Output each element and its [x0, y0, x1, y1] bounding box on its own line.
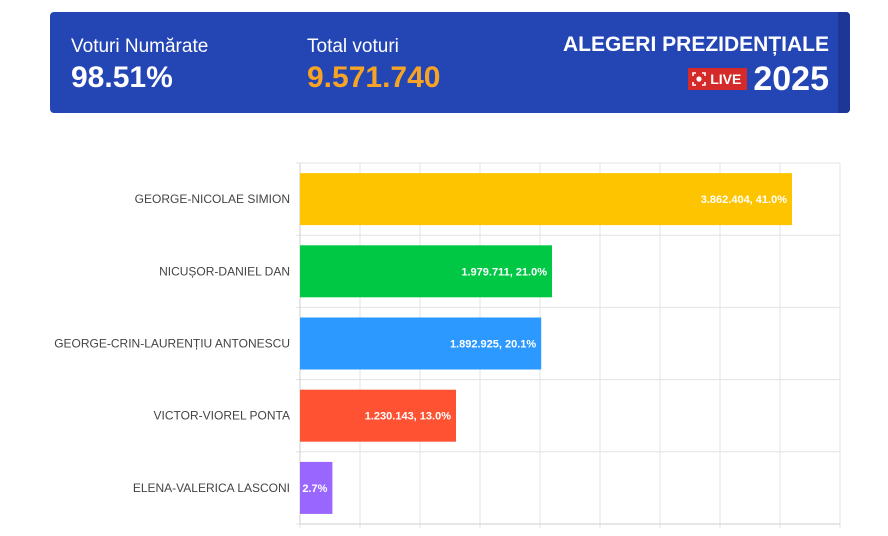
data-label: 1.979.711, 21.0% — [461, 266, 547, 278]
live-icon — [692, 72, 707, 86]
category-label: GEORGE-NICOLAE SIMION — [135, 192, 290, 206]
data-label: 2.7% — [302, 483, 327, 495]
bar — [300, 245, 552, 298]
total-votes-label: Total voturi — [307, 36, 399, 57]
live-badge: LIVE — [688, 68, 748, 90]
election-title-block: ALEGERI PREZIDENȚIALE LIVE 2025 — [563, 32, 829, 98]
results-banner: Voturi Numărate 98.51% Total voturi 9.57… — [50, 12, 850, 113]
bar — [300, 317, 542, 370]
election-title: ALEGERI PREZIDENȚIALE — [562, 33, 829, 56]
data-label: 1.892.925, 20.1% — [450, 339, 536, 351]
bar — [300, 389, 456, 442]
counted-votes-stat: Voturi Numărate 98.51% — [71, 36, 208, 96]
bar — [300, 461, 333, 514]
data-label: 3.862.404, 41.0% — [701, 194, 787, 206]
banner-edge — [838, 12, 850, 113]
category-label: NICUȘOR-DANIEL DAN — [159, 264, 290, 278]
total-votes-value: 9.571.740 — [307, 61, 441, 94]
total-votes-stat: Total voturi 9.571.740 — [307, 36, 440, 96]
category-label: VICTOR-VIOREL PONTA — [154, 409, 290, 423]
data-label: 1.230.143, 13.0% — [365, 411, 451, 423]
live-label: LIVE — [710, 71, 742, 87]
bar — [300, 173, 792, 226]
category-label: GEORGE-CRIN-LAURENȚIU ANTONESCU — [54, 337, 290, 351]
election-year: 2025 — [753, 60, 829, 98]
category-label: ELENA-VALERICA LASCONI — [133, 481, 290, 495]
counted-votes-value: 98.51% — [71, 61, 173, 94]
counted-votes-label: Voturi Numărate — [71, 36, 209, 57]
